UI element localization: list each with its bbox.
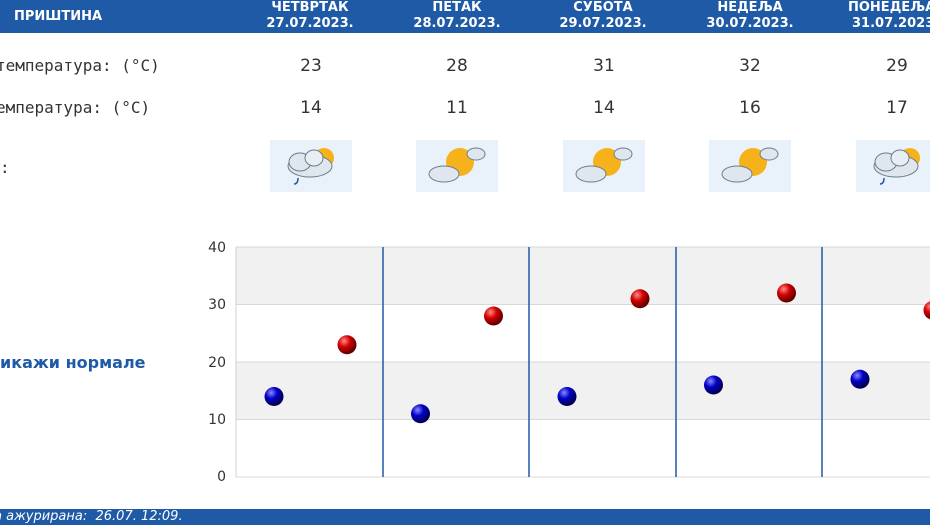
day-name: ПЕТАК <box>432 0 482 15</box>
day-date: 31.07.2023 <box>852 16 930 31</box>
min-temp-point <box>411 404 430 424</box>
min-temp-point <box>557 387 577 406</box>
max-temp-label: температура: (°C) <box>0 56 160 75</box>
y-tick-label: 30 <box>208 297 226 313</box>
max-temp-value: 31 <box>593 56 615 76</box>
max-temp-value: 23 <box>300 56 322 76</box>
day-date: 27.07.2023. <box>266 16 354 31</box>
forecast-header: ПРИШТИНА ЧЕТВРТАК 27.07.2023. ПЕТАК 28.0… <box>0 0 930 33</box>
min-temp-point <box>704 375 723 395</box>
city-name: ПРИШТИНА <box>14 9 103 24</box>
day-name: ПОНЕДЕЉА <box>848 0 930 15</box>
max-temp-point <box>484 306 503 326</box>
cloud-sun-rain-icon <box>856 140 930 192</box>
min-temp-value: 16 <box>739 98 761 118</box>
y-tick-label: 40 <box>208 240 226 256</box>
last-updated-text: а ажурирана: 26.07. 12:09. <box>0 509 183 524</box>
max-temp-point <box>923 301 930 320</box>
day-name: ЧЕТВРТАК <box>271 0 349 15</box>
sun-cloud-icon <box>416 140 498 192</box>
day-header-4: НЕДЕЉА 30.07.2023. <box>690 0 810 32</box>
y-tick-label: 0 <box>217 469 226 485</box>
day-header-5: ПОНЕДЕЉА 31.07.2023 <box>836 0 930 32</box>
min-temp-value: 11 <box>446 98 468 118</box>
footer-bar: а ажурирана: 26.07. 12:09. <box>0 509 930 525</box>
min-temp-value: 17 <box>886 98 908 118</box>
max-temp-value: 32 <box>739 56 761 76</box>
day-date: 30.07.2023. <box>706 16 794 31</box>
day-header-2: ПЕТАК 28.07.2023. <box>397 0 517 32</box>
max-temp-point <box>337 335 357 355</box>
min-temp-label: емпература: (°C) <box>0 98 151 117</box>
min-temp-point <box>850 369 870 389</box>
sun-cloud-icon <box>563 140 645 192</box>
max-temp-value: 29 <box>886 56 908 76</box>
max-temp-point <box>630 289 650 309</box>
show-normals-link[interactable]: икажи нормале <box>0 353 146 372</box>
chart-band <box>236 304 930 362</box>
day-date: 28.07.2023. <box>413 16 501 31</box>
chart-band <box>236 419 930 477</box>
min-temp-value: 14 <box>593 98 615 118</box>
chart-band <box>236 362 930 420</box>
day-header-3: СУБОТА 29.07.2023. <box>543 0 663 32</box>
day-date: 29.07.2023. <box>559 16 647 31</box>
chart-band <box>236 247 930 305</box>
weather-label: : <box>0 158 10 177</box>
cloud-sun-rain-icon <box>270 140 352 192</box>
sun-cloud-icon <box>709 140 791 192</box>
day-name: СУБОТА <box>573 0 633 15</box>
y-tick-label: 10 <box>208 412 226 428</box>
max-temp-value: 28 <box>446 56 468 76</box>
min-temp-value: 14 <box>300 98 322 118</box>
day-header-1: ЧЕТВРТАК 27.07.2023. <box>250 0 370 32</box>
y-tick-label: 20 <box>208 355 226 371</box>
day-name: НЕДЕЉА <box>717 0 783 15</box>
min-temp-point <box>264 387 284 406</box>
max-temp-point <box>777 283 796 303</box>
